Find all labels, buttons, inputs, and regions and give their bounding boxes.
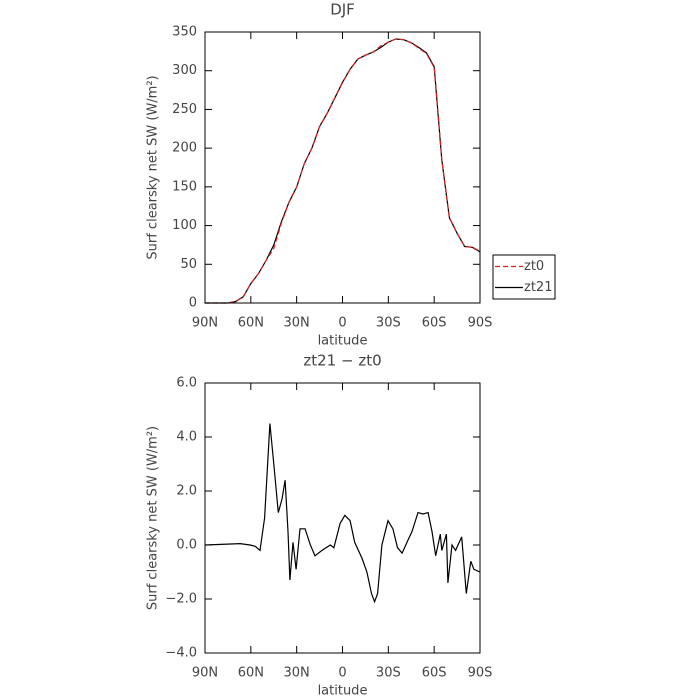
y-tick-label: 0 xyxy=(189,296,197,311)
y-tick-label: 4.0 xyxy=(176,430,197,445)
y-tick-label: 150 xyxy=(172,179,197,194)
y-tick-label: 300 xyxy=(172,63,197,78)
x-tick-label: 0 xyxy=(338,666,346,681)
x-tick-label: 90N xyxy=(192,666,218,681)
chart-title: DJF xyxy=(330,1,355,19)
x-tick-label: 90S xyxy=(468,666,493,681)
x-axis-label: latitude xyxy=(318,334,368,349)
data-line xyxy=(205,38,481,304)
x-tick-label: 30S xyxy=(376,316,401,331)
y-tick-label: 100 xyxy=(172,218,197,233)
legend-label: zt0 xyxy=(524,259,544,274)
data-line xyxy=(204,423,481,604)
data-line xyxy=(205,38,481,304)
x-tick-label: 90S xyxy=(468,316,493,331)
y-tick-label: 350 xyxy=(172,25,197,40)
y-tick-label: 50 xyxy=(180,257,197,272)
y-tick-label: 6.0 xyxy=(176,376,197,391)
y-tick-label: 250 xyxy=(172,102,197,117)
x-tick-label: 0 xyxy=(338,316,346,331)
y-tick-label: 0.0 xyxy=(176,538,197,553)
x-tick-label: 30N xyxy=(284,666,310,681)
x-tick-label: 60S xyxy=(422,666,447,681)
x-axis-label: latitude xyxy=(318,684,368,699)
x-tick-label: 60N xyxy=(238,316,264,331)
y-axis-label: Surf clearsky net SW (W/m²) xyxy=(146,426,161,610)
x-tick-label: 30S xyxy=(376,666,401,681)
plot-frame xyxy=(204,382,481,654)
y-tick-label: −2.0 xyxy=(165,592,197,607)
legend-box xyxy=(492,254,556,300)
x-tick-label: 30N xyxy=(284,316,310,331)
y-axis-label: Surf clearsky net SW (W/m²) xyxy=(146,75,161,259)
x-tick-label: 60S xyxy=(422,316,447,331)
y-tick-label: −4.0 xyxy=(165,646,197,661)
x-tick-label: 90N xyxy=(192,316,218,331)
legend-label: zt21 xyxy=(524,280,552,295)
y-tick-label: 200 xyxy=(172,141,197,156)
plot-frame xyxy=(204,31,481,304)
y-tick-label: 2.0 xyxy=(176,484,197,499)
x-tick-label: 60N xyxy=(238,666,264,681)
chart-title: zt21 − zt0 xyxy=(303,352,381,370)
